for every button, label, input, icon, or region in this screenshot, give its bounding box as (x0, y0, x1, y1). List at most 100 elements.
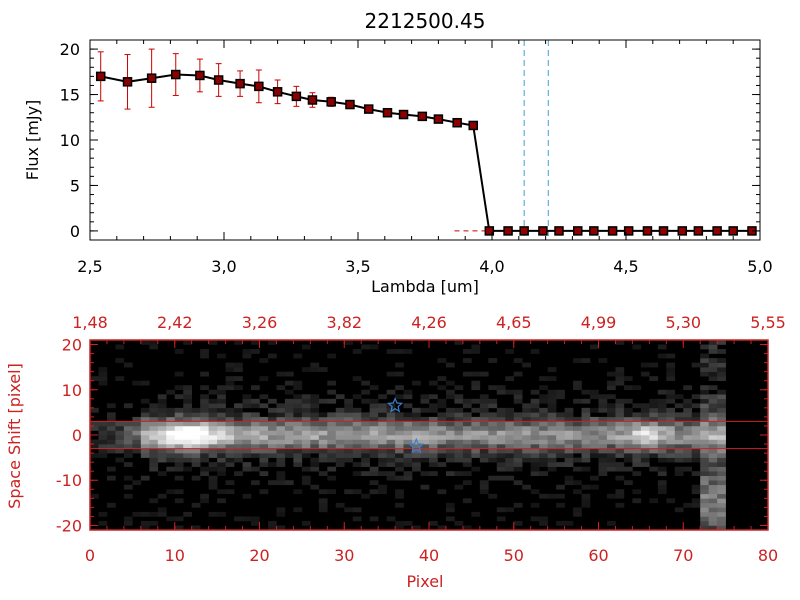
image-pixel (395, 448, 404, 454)
image-pixel (217, 457, 226, 463)
image-pixel (708, 448, 718, 454)
image-pixel (369, 385, 379, 391)
image-pixel (556, 421, 565, 427)
image-pixel (581, 407, 591, 413)
image-pixel (318, 448, 328, 454)
image-pixel (547, 394, 557, 400)
image-pixel (700, 498, 709, 504)
image-pixel (174, 407, 184, 413)
image-pixel (590, 421, 599, 427)
image-pixel (225, 362, 235, 368)
image-pixel (598, 439, 608, 445)
image-pixel (234, 430, 243, 436)
image-pixel (539, 444, 548, 449)
image-pixel (335, 502, 345, 508)
image-pixel (708, 416, 718, 422)
image-pixel (708, 407, 718, 413)
image-pixel (700, 457, 709, 463)
image-pixel (488, 435, 498, 440)
image-pixel (208, 407, 218, 413)
data-point (95, 71, 106, 82)
image-pixel (378, 430, 387, 436)
image-pixel (352, 430, 362, 436)
image-pixel (479, 453, 489, 458)
image-pixel (251, 403, 260, 409)
image-pixel (318, 471, 328, 477)
image-pixel (251, 416, 260, 422)
image-pixel (708, 430, 718, 436)
image-pixel (513, 520, 523, 526)
image-top-tick-label: 4,99 (581, 313, 617, 332)
image-pixel (395, 394, 404, 400)
image-pixel (640, 444, 650, 449)
data-point (272, 87, 283, 97)
image-pixel (505, 462, 515, 467)
image-pixel (700, 502, 709, 508)
image-pixel (649, 421, 659, 427)
image-pixel (454, 398, 464, 404)
image-pixel (700, 394, 709, 400)
image-pixel (123, 520, 133, 526)
image-pixel (191, 525, 201, 531)
image-pixel (293, 457, 303, 463)
image-pixel (327, 412, 337, 418)
image-pixel (429, 453, 438, 458)
image-pixel (513, 430, 523, 436)
image-x-tick-label: 0 (85, 546, 95, 565)
image-pixel (327, 489, 337, 495)
image-pixel (378, 448, 387, 454)
image-pixel (403, 416, 413, 422)
image-pixel (132, 425, 142, 431)
image-pixel (200, 493, 209, 499)
image-pixel (717, 471, 726, 477)
image-pixel (352, 507, 362, 513)
image-pixel (666, 389, 676, 395)
image-pixel (208, 340, 218, 345)
image-pixel (132, 380, 142, 386)
image-pixel (598, 416, 608, 422)
image-pixel (386, 430, 396, 436)
image-pixel (140, 412, 150, 418)
image-pixel (598, 421, 608, 427)
image-pixel (513, 448, 523, 454)
image-pixel (683, 457, 693, 463)
image-pixel (556, 520, 565, 526)
image-pixel (395, 493, 404, 499)
image-pixel (556, 394, 565, 400)
image-pixel (505, 412, 515, 418)
image-pixel (666, 412, 676, 418)
image-pixel (445, 507, 455, 513)
image-pixel (327, 444, 337, 449)
image-pixel (700, 425, 709, 431)
image-pixel (623, 453, 633, 458)
image-pixel (335, 462, 345, 467)
image-pixel (488, 444, 498, 449)
image-pixel (310, 421, 320, 427)
image-pixel (547, 412, 557, 418)
image-pixel (284, 380, 294, 386)
image-pixel (267, 435, 277, 440)
image-pixel (429, 444, 438, 449)
image-pixel (547, 444, 557, 449)
image-pixel (344, 340, 354, 345)
image-pixel (344, 398, 354, 404)
image-pixel (522, 362, 531, 368)
image-pixel (649, 435, 659, 440)
image-pixel (683, 421, 693, 427)
image-pixel (369, 453, 379, 458)
image-pixel (174, 421, 184, 427)
image-pixel (420, 439, 430, 445)
image-pixel (378, 439, 387, 445)
image-pixel (640, 435, 650, 440)
image-pixel (674, 412, 684, 418)
image-pixel (708, 376, 718, 382)
image-pixel (259, 453, 269, 458)
image-pixel (132, 444, 142, 449)
image-pixel (140, 416, 150, 422)
image-pixel (539, 407, 548, 413)
image-pixel (174, 525, 184, 531)
image-pixel (496, 421, 506, 427)
image-pixel (174, 371, 184, 377)
